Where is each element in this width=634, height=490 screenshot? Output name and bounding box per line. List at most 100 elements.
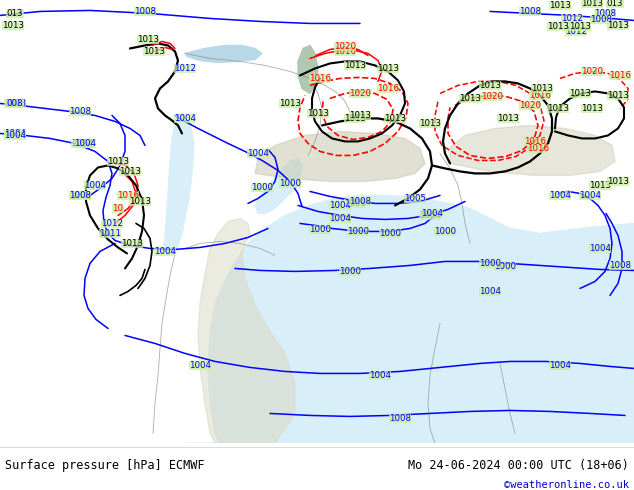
Text: 1016: 1016 — [609, 71, 631, 80]
Text: 1013: 1013 — [344, 61, 366, 70]
Text: 1008: 1008 — [349, 197, 371, 206]
Text: 1012: 1012 — [561, 14, 583, 23]
Text: 1013: 1013 — [569, 22, 591, 31]
Text: 1004: 1004 — [71, 139, 93, 148]
Text: 1000: 1000 — [251, 183, 273, 192]
Text: 1013: 1013 — [377, 64, 399, 73]
Polygon shape — [164, 114, 194, 255]
Text: 1004: 1004 — [154, 247, 176, 256]
Text: 1013: 1013 — [121, 239, 143, 248]
Text: 1004: 1004 — [589, 244, 611, 253]
Polygon shape — [185, 196, 634, 443]
Text: Mo 24-06-2024 00:00 UTC (18+06): Mo 24-06-2024 00:00 UTC (18+06) — [408, 459, 629, 472]
Text: 1016: 1016 — [117, 191, 139, 200]
Text: 1013: 1013 — [419, 119, 441, 128]
Text: 1004: 1004 — [74, 139, 96, 148]
Text: 1004: 1004 — [369, 371, 391, 380]
Text: 1008: 1008 — [69, 107, 91, 116]
Text: 1008: 1008 — [590, 15, 612, 24]
Text: 1005: 1005 — [404, 194, 426, 203]
Polygon shape — [450, 125, 615, 175]
Polygon shape — [298, 46, 318, 94]
Text: 1008: 1008 — [4, 99, 26, 108]
Text: 1016: 1016 — [524, 137, 546, 146]
Text: 1000: 1000 — [479, 259, 501, 268]
Text: 1008: 1008 — [69, 191, 91, 200]
Text: 1000: 1000 — [347, 227, 369, 236]
Text: 1000: 1000 — [379, 229, 401, 238]
Text: 1013: 1013 — [569, 89, 591, 98]
Text: 1013: 1013 — [547, 22, 569, 31]
Text: 1008: 1008 — [69, 191, 91, 200]
Text: 1011: 1011 — [99, 229, 121, 238]
Text: 1016: 1016 — [309, 74, 331, 83]
Text: 1013: 1013 — [589, 181, 611, 190]
Text: 1008: 1008 — [519, 7, 541, 16]
Text: 1013: 1013 — [344, 114, 366, 123]
Text: 1013: 1013 — [279, 99, 301, 108]
Text: 1020: 1020 — [481, 92, 503, 101]
Text: 013: 013 — [607, 0, 623, 8]
Text: 1004: 1004 — [329, 201, 351, 210]
Text: 1000: 1000 — [434, 227, 456, 236]
Polygon shape — [198, 219, 295, 443]
Text: 1013: 1013 — [581, 0, 603, 8]
Text: 1004: 1004 — [189, 361, 211, 370]
Text: 1004: 1004 — [329, 214, 351, 223]
Text: 1004: 1004 — [247, 149, 269, 158]
Text: 1013: 1013 — [581, 104, 603, 113]
Text: ©weatheronline.co.uk: ©weatheronline.co.uk — [504, 480, 629, 490]
Text: 1020: 1020 — [519, 101, 541, 110]
Text: 008: 008 — [7, 99, 23, 108]
Text: 1012: 1012 — [174, 64, 196, 73]
Text: 1000: 1000 — [309, 225, 331, 234]
Text: 1013: 1013 — [349, 111, 371, 120]
Text: 1013: 1013 — [307, 109, 329, 118]
Text: 1013: 1013 — [547, 104, 569, 113]
Text: 1016: 1016 — [527, 144, 549, 153]
Text: 1016: 1016 — [529, 91, 551, 100]
Text: 1000: 1000 — [339, 267, 361, 276]
Text: 1004: 1004 — [549, 361, 571, 370]
Text: 1020: 1020 — [334, 42, 356, 51]
Text: 1013: 1013 — [607, 91, 629, 100]
Polygon shape — [255, 131, 425, 181]
Text: 013: 013 — [7, 9, 23, 18]
Text: 1008: 1008 — [134, 7, 156, 16]
Text: 1013: 1013 — [607, 21, 629, 30]
Text: 1016: 1016 — [334, 47, 356, 56]
Text: 1020: 1020 — [349, 89, 371, 98]
Text: 1000: 1000 — [494, 262, 516, 271]
Text: 1004: 1004 — [4, 131, 26, 140]
Text: 1012: 1012 — [101, 219, 123, 228]
Text: 1004: 1004 — [549, 191, 571, 200]
Text: 1004: 1004 — [419, 211, 441, 220]
Text: 1004: 1004 — [174, 114, 196, 123]
Text: 1013: 1013 — [143, 47, 165, 56]
Text: 1008: 1008 — [344, 199, 366, 208]
Text: 1013: 1013 — [479, 81, 501, 90]
Text: 1000: 1000 — [279, 179, 301, 188]
Text: 1020: 1020 — [581, 67, 603, 76]
Text: 1013: 1013 — [2, 21, 24, 30]
Text: 1013: 1013 — [107, 157, 129, 166]
Text: 1008: 1008 — [594, 9, 616, 18]
Text: 1004: 1004 — [479, 287, 501, 296]
Text: 1013: 1013 — [531, 84, 553, 93]
Text: 1016: 1016 — [377, 84, 399, 93]
Text: 1013: 1013 — [384, 114, 406, 123]
Text: 1004: 1004 — [4, 129, 26, 138]
Text: 1013: 1013 — [549, 1, 571, 10]
Text: 1012: 1012 — [565, 27, 587, 36]
Polygon shape — [255, 158, 302, 214]
Text: 1004: 1004 — [84, 181, 106, 190]
Text: 1013: 1013 — [119, 167, 141, 176]
Text: 1004: 1004 — [421, 209, 443, 218]
Text: 1013: 1013 — [137, 35, 159, 44]
Text: 1013: 1013 — [497, 114, 519, 123]
Text: 1013: 1013 — [607, 177, 629, 186]
Text: 1008: 1008 — [389, 414, 411, 423]
Text: 1008: 1008 — [609, 261, 631, 270]
Text: 1013: 1013 — [459, 94, 481, 103]
Text: 10: 10 — [112, 204, 124, 213]
